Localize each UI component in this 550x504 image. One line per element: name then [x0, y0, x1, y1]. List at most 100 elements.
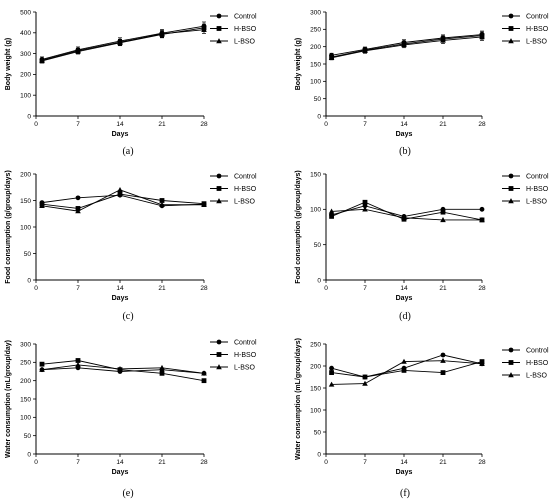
x-tick-label: 14 — [400, 285, 408, 292]
data-point — [39, 361, 45, 367]
data-point — [479, 360, 485, 366]
x-tick-label: 0 — [324, 459, 328, 466]
x-tick-label: 28 — [200, 285, 208, 292]
y-tick-label: 0 — [27, 113, 31, 120]
data-point — [362, 47, 368, 54]
x-tick-label: 7 — [363, 459, 367, 466]
chart-panel-4: 0 50 100 150 0 7 14 21 28 Days Food consumption (g… — [295, 170, 549, 322]
legend-label: L-BSO — [234, 199, 256, 206]
legend-marker — [216, 173, 222, 179]
data-point — [328, 54, 335, 60]
y-tick-label: 150 — [310, 61, 321, 68]
y-axis-title: Food consumption (g/group/days) — [295, 170, 302, 284]
data-point — [440, 37, 446, 43]
x-tick-label: 28 — [200, 459, 208, 466]
x-tick-label: 21 — [158, 121, 166, 128]
series-line — [331, 361, 483, 378]
data-point — [159, 201, 165, 207]
data-point — [201, 378, 207, 384]
x-tick-label: 21 — [439, 285, 447, 292]
series-line — [331, 205, 482, 217]
legend-label: L-BSO — [526, 199, 548, 206]
data-point — [440, 217, 446, 223]
y-tick-label: 100 — [20, 93, 31, 100]
x-tick-label: 7 — [363, 285, 367, 292]
x-tick-label: 7 — [363, 121, 367, 128]
data-point — [39, 57, 45, 63]
y-tick-label: 200 — [20, 72, 31, 79]
legend-marker — [508, 347, 514, 353]
data-point — [440, 370, 446, 375]
panel-label: (b) — [399, 146, 411, 157]
legend-marker — [508, 360, 514, 365]
legend-marker — [508, 173, 514, 179]
series-control — [329, 203, 485, 219]
x-tick-label: 14 — [116, 121, 124, 128]
y-tick-label: 50 — [24, 251, 32, 258]
legend-label: Control — [526, 14, 549, 21]
legend-label: H-BSO — [526, 26, 549, 33]
y-tick-label: 100 — [310, 207, 321, 214]
data-point — [401, 214, 407, 221]
y-tick-label: 300 — [20, 51, 31, 58]
panel-label: (d) — [399, 311, 411, 322]
legend-label: H-BSO — [526, 186, 549, 193]
data-point — [362, 374, 368, 380]
y-tick-label: 300 — [310, 9, 321, 16]
y-tick-label: 150 — [310, 171, 321, 178]
series-line — [331, 354, 483, 378]
x-axis-title: Days — [396, 469, 413, 476]
x-axis-title: Days — [396, 131, 413, 138]
series-l-bso — [39, 25, 207, 63]
y-tick-label: 50 — [24, 433, 32, 440]
chart-panel-3: 0 50 100 150 200 0 7 14 21 28 Days Food consumption… — [5, 170, 257, 322]
data-point — [159, 364, 165, 371]
data-point — [329, 214, 334, 219]
chart-panel-2: 0 50 100 150 200 250 300 0 7 14 21 28 Days Body weigh… — [295, 9, 549, 157]
series-line — [331, 201, 483, 221]
data-point — [159, 370, 165, 376]
data-point — [401, 368, 407, 373]
x-tick-label: 28 — [200, 121, 208, 128]
y-tick-label: 300 — [20, 341, 31, 348]
chart-panel-1: 0 100 200 300 400 500 0 7 14 21 28 Days Body weight … — [5, 9, 257, 157]
legend-marker — [216, 364, 222, 370]
data-point — [159, 198, 165, 203]
y-tick-label: 250 — [310, 27, 321, 34]
x-tick-label: 0 — [34, 285, 38, 292]
data-point — [201, 201, 207, 207]
y-tick-label: 50 — [314, 429, 322, 436]
data-point — [362, 206, 368, 212]
y-tick-label: 250 — [20, 360, 31, 367]
data-point — [201, 26, 207, 32]
chart-panel-5: 0 50 100 150 200 250 300 0 7 14 21 28 Days Water cons… — [5, 340, 257, 500]
series-line — [41, 27, 205, 62]
x-tick-label: 14 — [116, 459, 124, 466]
legend: Control H-BSO L-BSO — [502, 348, 549, 380]
legend-marker — [508, 372, 514, 378]
y-tick-label: 150 — [20, 396, 31, 403]
legend-marker — [508, 198, 514, 204]
data-point — [117, 366, 123, 372]
data-point — [75, 358, 81, 363]
series-h-bso — [39, 191, 207, 211]
x-tick-label: 0 — [34, 459, 38, 466]
y-axis-title: Water consumption (mL/group/day) — [5, 340, 12, 458]
data-point — [328, 208, 335, 214]
y-tick-label: 50 — [314, 242, 322, 249]
data-point — [362, 199, 368, 205]
legend-label: Control — [234, 14, 257, 21]
y-axis-title: Body weight (g) — [5, 38, 12, 91]
x-tick-label: 28 — [478, 285, 486, 292]
y-tick-label: 400 — [20, 30, 31, 37]
series-line — [331, 208, 482, 221]
x-tick-label: 21 — [158, 459, 166, 466]
x-tick-label: 0 — [324, 285, 328, 292]
x-tick-label: 21 — [158, 285, 166, 292]
panel-label: (a) — [122, 146, 133, 157]
x-tick-label: 7 — [76, 121, 80, 128]
legend-marker — [216, 352, 222, 357]
data-point — [117, 191, 123, 197]
data-point — [440, 357, 446, 363]
